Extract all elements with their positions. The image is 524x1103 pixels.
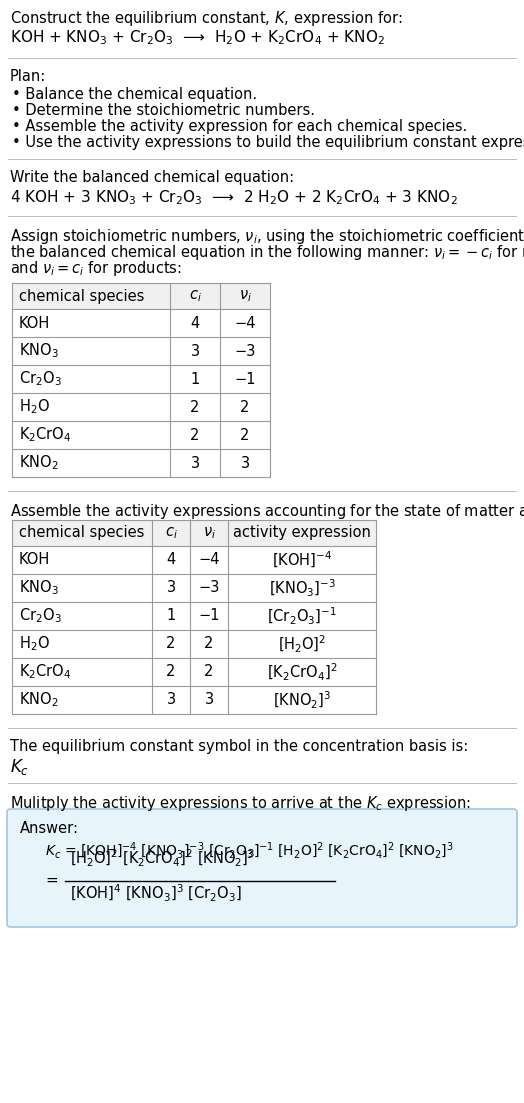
Text: 3: 3	[190, 343, 200, 358]
Text: [KOH]$^{-4}$: [KOH]$^{-4}$	[272, 550, 332, 570]
Text: KNO$_3$: KNO$_3$	[19, 342, 59, 361]
Text: 1: 1	[167, 609, 176, 623]
Text: K$_2$CrO$_4$: K$_2$CrO$_4$	[19, 663, 71, 682]
Text: 2: 2	[190, 428, 200, 442]
Text: 2: 2	[241, 428, 250, 442]
Text: • Determine the stoichiometric numbers.: • Determine the stoichiometric numbers.	[12, 103, 315, 118]
Text: Assign stoichiometric numbers, $\nu_i$, using the stoichiometric coefficients, $: Assign stoichiometric numbers, $\nu_i$, …	[10, 227, 524, 246]
Text: Plan:: Plan:	[10, 69, 46, 84]
Bar	[12, 283, 270, 309]
Text: 3: 3	[241, 456, 249, 471]
FancyBboxPatch shape	[7, 808, 517, 927]
Text: • Assemble the activity expression for each chemical species.: • Assemble the activity expression for e…	[12, 119, 467, 133]
Text: H$_2$O: H$_2$O	[19, 634, 50, 653]
Text: 3: 3	[167, 580, 176, 596]
Text: Cr$_2$O$_3$: Cr$_2$O$_3$	[19, 370, 62, 388]
Text: KOH + KNO$_3$ + Cr$_2$O$_3$  ⟶  H$_2$O + K$_2$CrO$_4$ + KNO$_2$: KOH + KNO$_3$ + Cr$_2$O$_3$ ⟶ H$_2$O + K…	[10, 28, 385, 46]
Text: KNO$_2$: KNO$_2$	[19, 453, 59, 472]
Text: and $\nu_i = c_i$ for products:: and $\nu_i = c_i$ for products:	[10, 259, 182, 278]
Text: Construct the equilibrium constant, $K$, expression for:: Construct the equilibrium constant, $K$,…	[10, 9, 402, 28]
Bar	[12, 520, 376, 546]
Text: 4: 4	[190, 315, 200, 331]
Text: −4: −4	[234, 315, 256, 331]
Text: the balanced chemical equation in the following manner: $\nu_i = -c_i$ for react: the balanced chemical equation in the fo…	[10, 243, 524, 263]
Text: 3: 3	[190, 456, 200, 471]
Text: 2: 2	[166, 636, 176, 652]
Text: KOH: KOH	[19, 315, 50, 331]
Text: [H$_2$O]$^2$: [H$_2$O]$^2$	[278, 633, 326, 654]
Text: [KOH]$^4$ [KNO$_3$]$^3$ [Cr$_2$O$_3$]: [KOH]$^4$ [KNO$_3$]$^3$ [Cr$_2$O$_3$]	[70, 884, 242, 904]
Text: chemical species: chemical species	[19, 289, 145, 303]
Text: chemical species: chemical species	[19, 525, 145, 540]
Text: $\nu_i$: $\nu_i$	[238, 288, 252, 303]
Text: $K_c$: $K_c$	[10, 757, 29, 777]
Text: K$_2$CrO$_4$: K$_2$CrO$_4$	[19, 426, 71, 445]
Text: KNO$_2$: KNO$_2$	[19, 690, 59, 709]
Text: KOH: KOH	[19, 553, 50, 568]
Text: $\nu_i$: $\nu_i$	[202, 525, 215, 540]
Text: −3: −3	[234, 343, 256, 358]
Text: −1: −1	[234, 372, 256, 386]
Text: KNO$_3$: KNO$_3$	[19, 579, 59, 598]
Text: −4: −4	[198, 553, 220, 568]
Text: [KNO$_2$]$^3$: [KNO$_2$]$^3$	[273, 689, 331, 710]
Text: Answer:: Answer:	[20, 821, 79, 836]
Text: 1: 1	[190, 372, 200, 386]
Text: 3: 3	[167, 693, 176, 707]
Text: 4: 4	[167, 553, 176, 568]
Text: 4 KOH + 3 KNO$_3$ + Cr$_2$O$_3$  ⟶  2 H$_2$O + 2 K$_2$CrO$_4$ + 3 KNO$_2$: 4 KOH + 3 KNO$_3$ + Cr$_2$O$_3$ ⟶ 2 H$_2…	[10, 188, 458, 206]
Text: Mulitply the activity expressions to arrive at the $K_c$ expression:: Mulitply the activity expressions to arr…	[10, 794, 471, 813]
Text: 2: 2	[241, 399, 250, 415]
Text: Assemble the activity expressions accounting for the state of matter and $\nu_i$: Assemble the activity expressions accoun…	[10, 502, 524, 521]
Text: $K_c$ = [KOH]$^{-4}$ [KNO$_3$]$^{-3}$ [Cr$_2$O$_3$]$^{-1}$ [H$_2$O]$^2$ [K$_2$Cr: $K_c$ = [KOH]$^{-4}$ [KNO$_3$]$^{-3}$ [C…	[45, 840, 454, 861]
Text: Write the balanced chemical equation:: Write the balanced chemical equation:	[10, 170, 294, 185]
Text: • Use the activity expressions to build the equilibrium constant expression.: • Use the activity expressions to build …	[12, 135, 524, 150]
Text: [K$_2$CrO$_4$]$^2$: [K$_2$CrO$_4$]$^2$	[267, 662, 337, 683]
Text: [KNO$_3$]$^{-3}$: [KNO$_3$]$^{-3}$	[268, 578, 335, 599]
Text: $c_i$: $c_i$	[165, 525, 178, 540]
Text: 2: 2	[204, 664, 214, 679]
Text: The equilibrium constant symbol in the concentration basis is:: The equilibrium constant symbol in the c…	[10, 739, 468, 754]
Text: [H$_2$O]$^2$ [K$_2$CrO$_4$]$^2$ [KNO$_2$]$^3$: [H$_2$O]$^2$ [K$_2$CrO$_4$]$^2$ [KNO$_2$…	[70, 848, 255, 869]
Text: =: =	[45, 872, 58, 888]
Text: activity expression: activity expression	[233, 525, 371, 540]
Text: • Balance the chemical equation.: • Balance the chemical equation.	[12, 87, 257, 101]
Text: $c_i$: $c_i$	[189, 288, 201, 303]
Text: Cr$_2$O$_3$: Cr$_2$O$_3$	[19, 607, 62, 625]
Text: −3: −3	[198, 580, 220, 596]
Text: 2: 2	[190, 399, 200, 415]
Text: [Cr$_2$O$_3$]$^{-1}$: [Cr$_2$O$_3$]$^{-1}$	[267, 606, 337, 627]
Text: 2: 2	[166, 664, 176, 679]
Text: 3: 3	[204, 693, 214, 707]
Text: H$_2$O: H$_2$O	[19, 398, 50, 416]
Text: −1: −1	[198, 609, 220, 623]
Text: 2: 2	[204, 636, 214, 652]
